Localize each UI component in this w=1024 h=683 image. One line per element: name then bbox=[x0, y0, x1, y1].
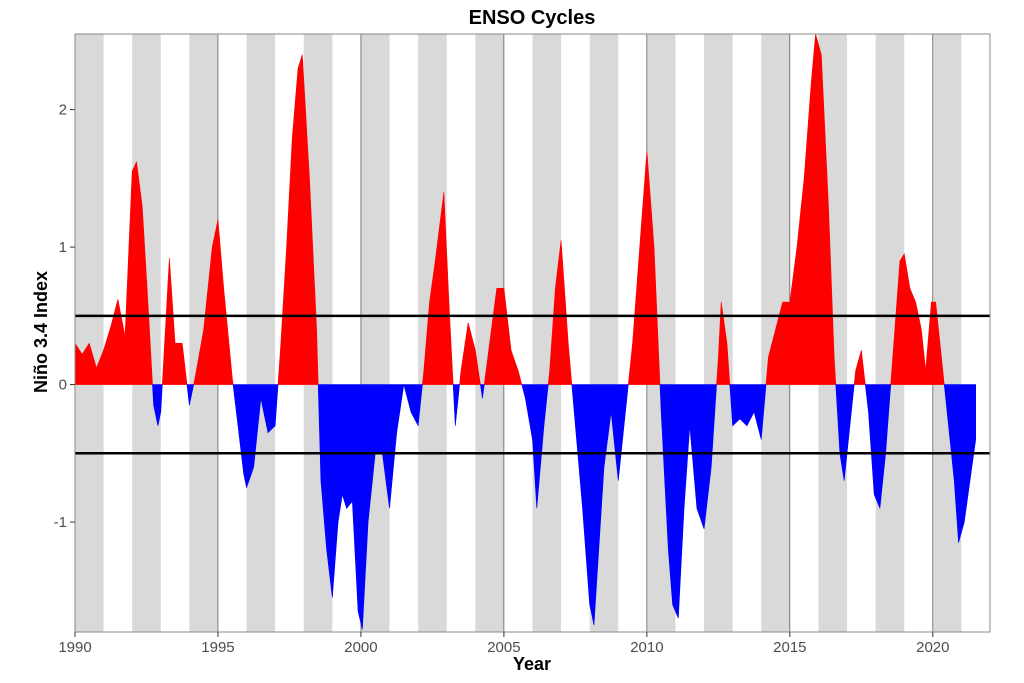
enso-area-series bbox=[74, 33, 976, 630]
x-tick-label: 2000 bbox=[344, 639, 377, 656]
chart-title: ENSO Cycles bbox=[469, 7, 596, 29]
x-tick-label: 2005 bbox=[487, 639, 520, 656]
y-axis-label: Niño 3.4 Index bbox=[31, 271, 51, 393]
x-tick-label: 1995 bbox=[201, 639, 234, 656]
y-tick-label: 0 bbox=[59, 377, 67, 394]
y-tick-label: 1 bbox=[59, 239, 67, 256]
x-tick-label: 2015 bbox=[773, 639, 806, 656]
x-axis-ticks: 1990 1995 2000 2005 2010 2015 2020 bbox=[58, 632, 950, 656]
shade-band-1996 bbox=[246, 34, 276, 632]
y-axis-ticks: -1 0 1 2 bbox=[54, 102, 75, 531]
shade-band-1990 bbox=[75, 34, 104, 632]
x-tick-label: 2020 bbox=[916, 639, 949, 656]
negative-area bbox=[152, 384, 976, 630]
y-tick-label: -1 bbox=[54, 514, 67, 531]
plot-border bbox=[74, 33, 991, 633]
positive-area bbox=[74, 33, 945, 385]
threshold-lines bbox=[75, 314, 990, 455]
x-tick-label: 2010 bbox=[630, 639, 663, 656]
y-tick-label: 2 bbox=[59, 102, 67, 119]
x-axis-label: Year bbox=[513, 654, 551, 674]
shade-band-2012 bbox=[704, 34, 733, 632]
x-tick-label: 1990 bbox=[58, 639, 91, 656]
